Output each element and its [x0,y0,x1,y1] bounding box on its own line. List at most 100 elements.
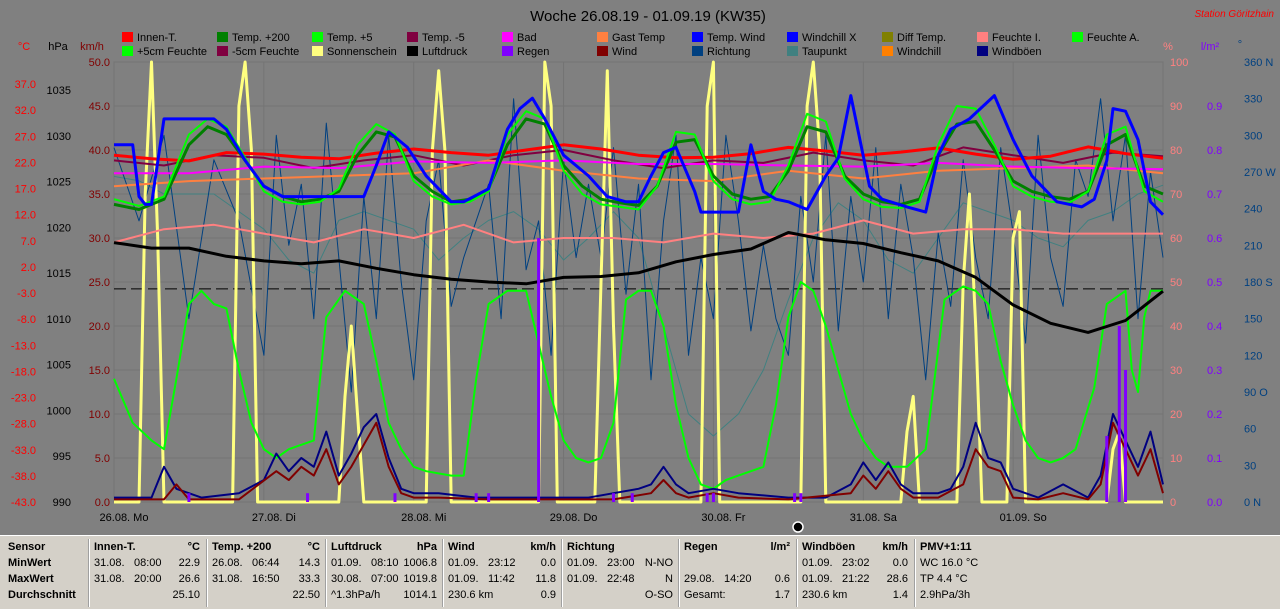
legend-label: Sonnenschein [327,46,397,58]
legend-swatch [597,32,608,42]
legend-label: Regen [517,46,549,58]
humidity-tick-label: 90 [1170,101,1182,113]
stats-time: 22:48 [607,573,635,585]
direction-tick-label: 330 [1244,94,1262,106]
stats-time: 08:00 [134,557,162,569]
stats-separator [89,539,90,607]
stats-date: 01.09. [802,557,833,569]
stats-header: Temp. +200 °C [212,539,324,555]
stats-date: 01.09. [567,573,598,585]
stats-value: 26.6 [178,573,200,585]
stats-value: 22.50 [292,589,320,601]
cursor-handle-icon[interactable] [792,521,804,533]
stats-time: 23:02 [842,557,870,569]
legend-label: Gast Temp [612,32,665,44]
direction-tick-label: 360 N [1244,57,1273,69]
stats-value: 33.3 [298,573,320,585]
time-cursor[interactable] [792,521,804,533]
rain-bar [1105,436,1109,502]
stats-time: 20:00 [134,573,162,585]
temp-tick-label: -38.0 [11,471,36,483]
stats-value: 1.4 [892,589,908,601]
stats-row: MinWert [8,555,88,571]
legend-swatch [312,46,323,56]
x-tick-label: 31.08. Sa [850,512,898,524]
stats-value: 0.9 [540,589,556,601]
stats-date: 26.08. [212,557,243,569]
stats-date: 2.9hPa/3h [920,589,971,601]
rain-bar [487,493,491,502]
stats-date: ^1.3hPa/h [331,589,381,601]
stats-separator [797,539,798,607]
stats-separator [326,539,327,607]
legend: Innen-T. Temp. +200 Temp. +5 Temp. -5 Bad Gas… [122,32,1140,58]
series-windb-en [114,413,1164,499]
legend-label: Richtung [707,46,750,58]
series-layer [113,60,1165,504]
legend-label: Temp. +200 [232,32,290,44]
legend-swatch [787,46,798,56]
pressure-tick-label: 1000 [47,405,71,417]
humidity-tick-label: 0 [1170,497,1176,509]
rain-bar [393,493,397,502]
stats-header-label: Luftdruck [331,541,382,553]
x-tick-label: 27.08. Di [252,512,296,524]
rain-tick-label: 0.8 [1207,145,1222,157]
stats-date: 01.09. [448,573,479,585]
temp-tick-label: 7.0 [21,236,36,248]
stats-header-label: Regen [684,541,718,553]
stats-row: Durchschnitt [8,587,88,603]
rain-bar [1117,326,1121,502]
unit-temp: °C [18,41,30,53]
temp-tick-label: 27.0 [15,131,36,143]
legend-label: -5cm Feuchte [232,46,299,58]
rain-tick-label: 0.7 [1207,189,1222,201]
pressure-tick-label: 995 [53,451,71,463]
stats-time: 21:22 [842,573,870,585]
temp-tick-label: -18.0 [11,366,36,378]
legend-label: Windböen [992,46,1042,58]
humidity-tick-label: 10 [1170,453,1182,465]
pressure-tick-label: 1015 [47,268,71,280]
series-taupunkt [113,175,1164,437]
legend-label: Temp. +5 [327,32,373,44]
rain-bar [474,493,478,502]
stats-date: 01.09. [331,557,362,569]
temp-tick-label: 37.0 [15,79,36,91]
stats-row: TP 4.4 °C [920,571,1040,587]
direction-tick-label: 150 [1244,314,1262,326]
pressure-tick-label: 1005 [47,360,71,372]
stats-header: Wind km/h [448,539,560,555]
unit-humidity: % [1163,41,1173,53]
rain-bar [537,238,541,502]
legend-swatch [787,32,798,42]
stats-row: 31.08. 16:50 33.3 [212,571,324,587]
temp-tick-label: -33.0 [11,445,36,457]
stats-separator [915,539,916,607]
stats-header-unit: km/h [530,541,556,553]
stats-row: 2.9hPa/3h [920,587,1040,603]
temp-tick-label: 17.0 [15,184,36,196]
stats-date: 01.09. [448,557,479,569]
rain-bar [630,493,634,502]
humidity-tick-label: 20 [1170,409,1182,421]
series-bad [114,159,1164,175]
stats-value: N [665,573,673,585]
stats-header-unit: hPa [416,541,437,553]
stats-header-label: Wind [448,541,475,553]
legend-swatch [977,32,988,42]
stats-time: 14:20 [724,573,752,585]
rain-bar [705,493,709,502]
stats-value: 1.7 [774,589,790,601]
wind-tick-label: 10.0 [89,409,110,421]
stats-row: 01.09. 08:10 1006.8 [331,555,441,571]
stats-row: 01.09. 22:48 N [567,571,677,587]
stats-separator [207,539,208,607]
legend-swatch [217,32,228,42]
unit-wind: km/h [80,41,104,53]
legend-label: Feuchte I. [992,32,1041,44]
series-sonnenschein [114,60,1163,504]
stats-date: 230.6 km [448,589,494,601]
rain-tick-label: 0.0 [1207,497,1222,509]
stats-separator [562,539,563,607]
